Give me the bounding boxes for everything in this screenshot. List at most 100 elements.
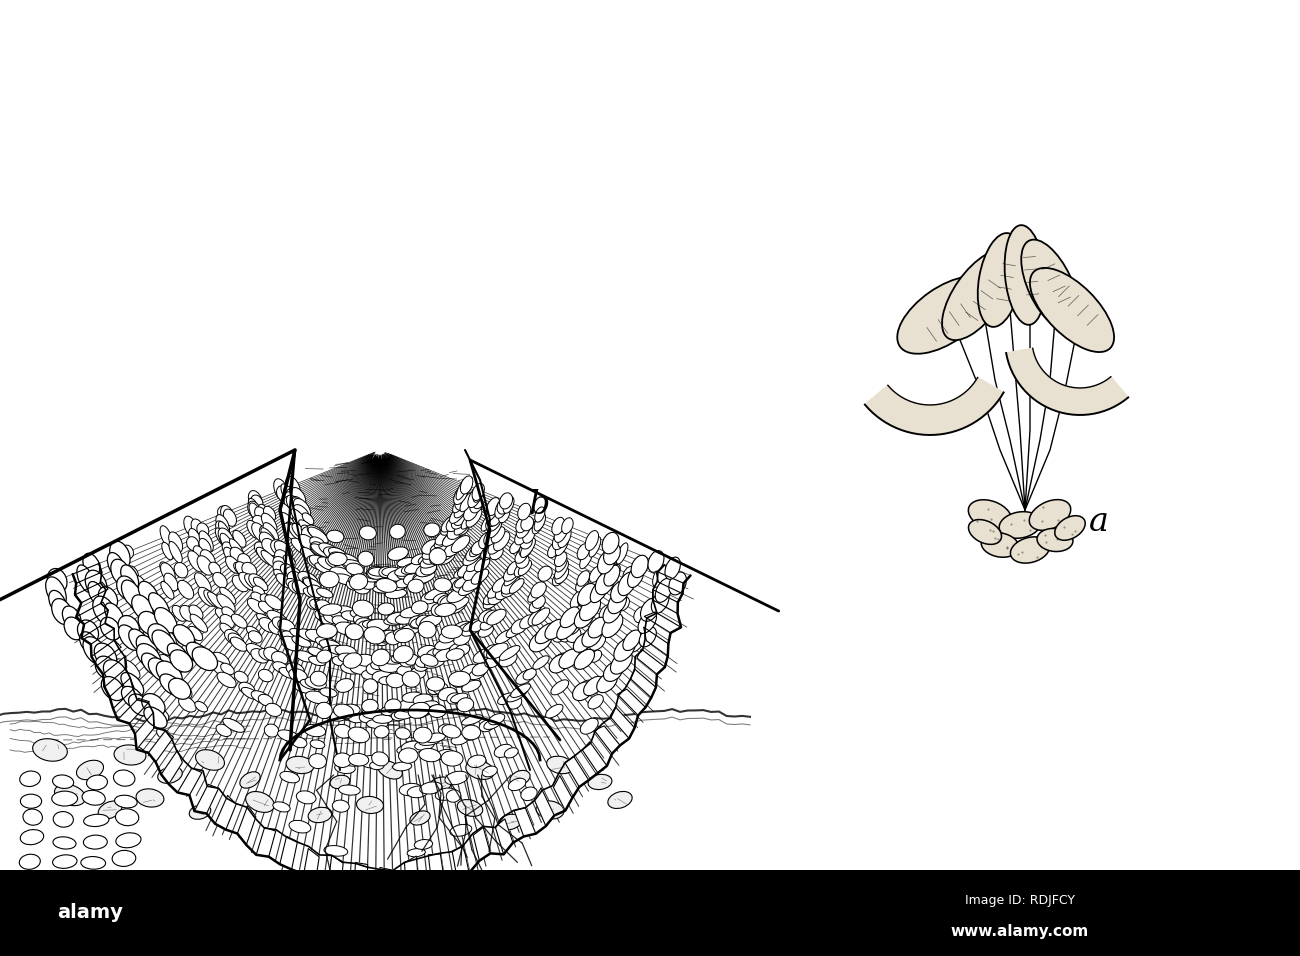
Ellipse shape [1037, 529, 1072, 552]
Ellipse shape [360, 755, 381, 768]
Polygon shape [117, 698, 150, 724]
Ellipse shape [555, 552, 567, 567]
Ellipse shape [309, 753, 326, 769]
Ellipse shape [136, 636, 157, 658]
Ellipse shape [251, 648, 269, 663]
Ellipse shape [333, 753, 351, 768]
Ellipse shape [497, 497, 511, 514]
Ellipse shape [77, 565, 95, 593]
Ellipse shape [390, 524, 406, 539]
Ellipse shape [499, 815, 521, 830]
Text: www.alamy.com: www.alamy.com [950, 924, 1089, 940]
Ellipse shape [395, 614, 416, 624]
Ellipse shape [255, 542, 269, 558]
Ellipse shape [463, 619, 484, 631]
Ellipse shape [386, 612, 411, 624]
Ellipse shape [590, 579, 608, 602]
Ellipse shape [488, 535, 504, 554]
Ellipse shape [108, 553, 125, 578]
Ellipse shape [485, 655, 500, 667]
Ellipse shape [359, 580, 377, 589]
Ellipse shape [307, 555, 326, 570]
Ellipse shape [555, 535, 568, 555]
Ellipse shape [421, 562, 437, 575]
Ellipse shape [502, 582, 517, 598]
Ellipse shape [1010, 537, 1049, 563]
Ellipse shape [494, 532, 510, 551]
Ellipse shape [341, 758, 364, 766]
Ellipse shape [143, 631, 156, 644]
Ellipse shape [367, 566, 386, 579]
Ellipse shape [343, 653, 361, 668]
Ellipse shape [378, 567, 394, 577]
Ellipse shape [429, 548, 446, 565]
Ellipse shape [86, 570, 107, 598]
Ellipse shape [306, 629, 328, 642]
Ellipse shape [419, 736, 441, 746]
Ellipse shape [287, 572, 302, 585]
Ellipse shape [430, 550, 450, 565]
Ellipse shape [256, 614, 276, 628]
Ellipse shape [217, 594, 235, 613]
Ellipse shape [555, 557, 567, 572]
Ellipse shape [897, 276, 993, 354]
Ellipse shape [304, 725, 325, 737]
Ellipse shape [381, 706, 395, 715]
Polygon shape [404, 857, 419, 890]
Ellipse shape [516, 670, 534, 684]
Ellipse shape [968, 500, 1011, 531]
Ellipse shape [239, 573, 257, 591]
Polygon shape [515, 808, 536, 836]
Ellipse shape [320, 572, 339, 588]
Ellipse shape [623, 566, 636, 583]
Ellipse shape [109, 541, 130, 569]
Ellipse shape [273, 556, 286, 569]
Ellipse shape [320, 640, 342, 651]
Ellipse shape [52, 855, 77, 868]
Ellipse shape [511, 619, 528, 634]
Ellipse shape [348, 714, 364, 723]
Ellipse shape [196, 523, 209, 537]
Ellipse shape [208, 592, 224, 610]
Ellipse shape [20, 855, 40, 869]
Ellipse shape [134, 576, 144, 590]
Ellipse shape [521, 787, 537, 800]
Ellipse shape [260, 594, 273, 605]
Ellipse shape [285, 491, 296, 507]
Ellipse shape [385, 589, 407, 598]
Ellipse shape [369, 761, 384, 770]
Ellipse shape [433, 593, 448, 602]
Ellipse shape [116, 833, 140, 848]
Ellipse shape [451, 675, 467, 687]
Ellipse shape [589, 537, 601, 557]
Ellipse shape [317, 588, 333, 598]
Ellipse shape [598, 611, 610, 625]
Ellipse shape [334, 558, 348, 570]
Ellipse shape [436, 788, 456, 800]
Ellipse shape [100, 618, 121, 640]
Text: b: b [529, 489, 550, 521]
Ellipse shape [179, 605, 195, 621]
Ellipse shape [309, 555, 332, 570]
Ellipse shape [419, 749, 441, 762]
Ellipse shape [507, 688, 526, 702]
Ellipse shape [259, 504, 269, 518]
Ellipse shape [173, 624, 195, 646]
Ellipse shape [209, 562, 221, 576]
Ellipse shape [510, 771, 530, 786]
Ellipse shape [334, 725, 351, 738]
Ellipse shape [623, 630, 641, 651]
Ellipse shape [320, 687, 337, 697]
Ellipse shape [436, 648, 456, 662]
Ellipse shape [373, 715, 393, 724]
Ellipse shape [157, 767, 182, 783]
Ellipse shape [462, 681, 481, 692]
Ellipse shape [381, 579, 398, 589]
Polygon shape [75, 582, 108, 603]
Ellipse shape [495, 497, 508, 518]
Ellipse shape [118, 625, 140, 650]
Ellipse shape [595, 572, 615, 595]
Ellipse shape [439, 595, 459, 608]
Polygon shape [280, 836, 298, 869]
Ellipse shape [338, 606, 354, 615]
